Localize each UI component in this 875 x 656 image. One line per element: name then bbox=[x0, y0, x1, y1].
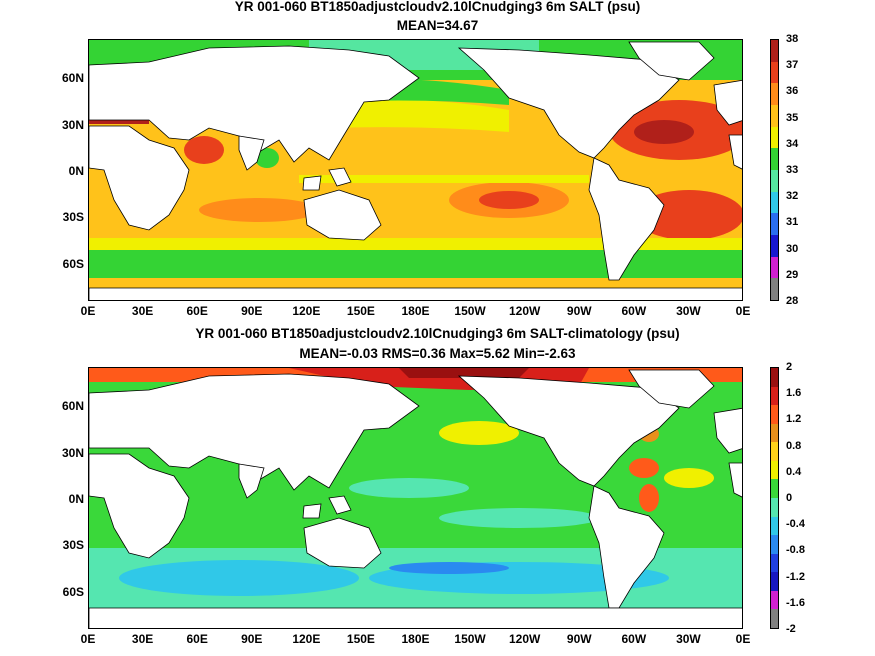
colorbar-tick-label: -2 bbox=[786, 623, 796, 635]
top-lon-label: 0E bbox=[735, 304, 751, 318]
colorbar-segment bbox=[771, 169, 778, 192]
colorbar-segment bbox=[771, 234, 778, 257]
colorbar-segment bbox=[771, 40, 778, 62]
top-colorbar bbox=[770, 39, 779, 301]
bottom-lon-label: 120W bbox=[508, 632, 541, 646]
colorbar-segment bbox=[771, 460, 778, 480]
bottom-subtitle: MEAN=-0.03 RMS=0.36 Max=5.62 Min=-2.63 bbox=[299, 346, 576, 361]
bottom-lat-label: 0N bbox=[68, 492, 84, 506]
colorbar-segment bbox=[771, 368, 778, 387]
top-lat-label: 30N bbox=[61, 118, 84, 132]
colorbar-segment bbox=[771, 405, 778, 424]
top-lon-label: 30E bbox=[131, 304, 154, 318]
colorbar-tick-label: 1.2 bbox=[786, 413, 802, 426]
colorbar-segment bbox=[771, 278, 778, 300]
bottom-lat-label: 60S bbox=[62, 585, 84, 599]
colorbar-segment bbox=[771, 61, 778, 84]
top-subtitle: MEAN=34.67 bbox=[396, 18, 479, 33]
colorbar-tick-label: -0.4 bbox=[786, 518, 805, 531]
top-lon-label: 120W bbox=[508, 304, 541, 318]
colorbar-tick-label: -0.8 bbox=[786, 544, 805, 557]
colorbar-tick-label: -1.6 bbox=[786, 596, 805, 609]
colorbar-segment bbox=[771, 423, 778, 443]
colorbar-tick-label: 34 bbox=[786, 137, 799, 150]
top-salinity-map bbox=[88, 39, 743, 301]
colorbar-segment bbox=[771, 553, 778, 573]
colorbar-tick-label: 0.4 bbox=[786, 465, 802, 478]
colorbar-segment bbox=[771, 609, 778, 628]
bottom-lon-label: 90E bbox=[241, 632, 263, 646]
colorbar-tick-label: 31 bbox=[786, 216, 799, 229]
bottom-lon-label: 0E bbox=[80, 632, 96, 646]
colorbar-tick-label: 2 bbox=[786, 361, 793, 373]
colorbar-segment bbox=[771, 191, 778, 214]
bottom-lat-label: 30N bbox=[61, 446, 84, 460]
colorbar-segment bbox=[771, 497, 778, 517]
bottom-lon-label: 60E bbox=[186, 632, 208, 646]
colorbar-tick-label: -1.2 bbox=[786, 570, 805, 583]
colorbar-tick-label: 0.8 bbox=[786, 439, 802, 452]
top-lon-label: 60W bbox=[621, 304, 647, 318]
colorbar-tick-label: 29 bbox=[786, 268, 799, 281]
colorbar-segment bbox=[771, 535, 778, 554]
colorbar-tick-label: 38 bbox=[786, 33, 799, 45]
bottom-lon-label: 120E bbox=[292, 632, 321, 646]
colorbar-segment bbox=[771, 213, 778, 235]
colorbar-tick-label: 32 bbox=[786, 190, 799, 203]
bottom-lon-label: 150W bbox=[454, 632, 486, 646]
top-lat-label: 60S bbox=[62, 257, 84, 271]
bottom-colorbar bbox=[770, 367, 779, 629]
colorbar-segment bbox=[771, 256, 778, 279]
top-lon-label: 0E bbox=[80, 304, 96, 318]
top-lon-label: 60E bbox=[186, 304, 208, 318]
colorbar-segment bbox=[771, 83, 778, 105]
top-lon-label: 30W bbox=[676, 304, 701, 318]
bottom-title: YR 001-060 BT1850adjustcloudv2.10lCnudgi… bbox=[195, 326, 680, 341]
top-lon-label: 180E bbox=[401, 304, 430, 318]
colorbar-tick-label: 30 bbox=[786, 242, 799, 255]
colorbar-segment bbox=[771, 148, 778, 170]
colorbar-tick-label: 35 bbox=[786, 111, 799, 124]
top-title: YR 001-060 BT1850adjustcloudv2.10lCnudgi… bbox=[234, 0, 641, 14]
top-lon-label: 90W bbox=[566, 304, 592, 318]
bottom-lat-label: 60N bbox=[61, 399, 84, 413]
top-lon-label: 90E bbox=[241, 304, 263, 318]
colorbar-segment bbox=[771, 104, 778, 127]
colorbar-segment bbox=[771, 479, 778, 498]
colorbar-segment bbox=[771, 590, 778, 610]
colorbar-tick-label: 0 bbox=[786, 492, 793, 504]
colorbar-segment bbox=[771, 126, 778, 149]
bottom-lon-label: 150E bbox=[346, 632, 375, 646]
colorbar-tick-label: 1.6 bbox=[786, 387, 802, 400]
colorbar-tick-label: 36 bbox=[786, 85, 799, 98]
colorbar-segment bbox=[771, 516, 778, 536]
bottom-lon-label: 90W bbox=[566, 632, 592, 646]
top-lat-label: 30S bbox=[62, 210, 84, 224]
top-lon-label: 120E bbox=[292, 304, 321, 318]
top-lon-label: 150E bbox=[346, 304, 375, 318]
top-lat-label: 60N bbox=[61, 71, 84, 85]
colorbar-segment bbox=[771, 572, 778, 591]
colorbar-tick-label: 28 bbox=[786, 295, 799, 307]
top-lat-label: 0N bbox=[68, 164, 84, 178]
bottom-anomaly-map bbox=[88, 367, 743, 629]
bottom-lon-label: 60W bbox=[621, 632, 647, 646]
colorbar-segment bbox=[771, 442, 778, 461]
bottom-lon-label: 0E bbox=[735, 632, 751, 646]
top-lon-label: 150W bbox=[454, 304, 486, 318]
bottom-lon-label: 180E bbox=[401, 632, 430, 646]
bottom-lon-label: 30E bbox=[131, 632, 154, 646]
bottom-lat-label: 30S bbox=[62, 538, 84, 552]
colorbar-segment bbox=[771, 386, 778, 406]
colorbar-tick-label: 37 bbox=[786, 59, 799, 72]
colorbar-tick-label: 33 bbox=[786, 164, 799, 176]
bottom-lon-label: 30W bbox=[676, 632, 701, 646]
